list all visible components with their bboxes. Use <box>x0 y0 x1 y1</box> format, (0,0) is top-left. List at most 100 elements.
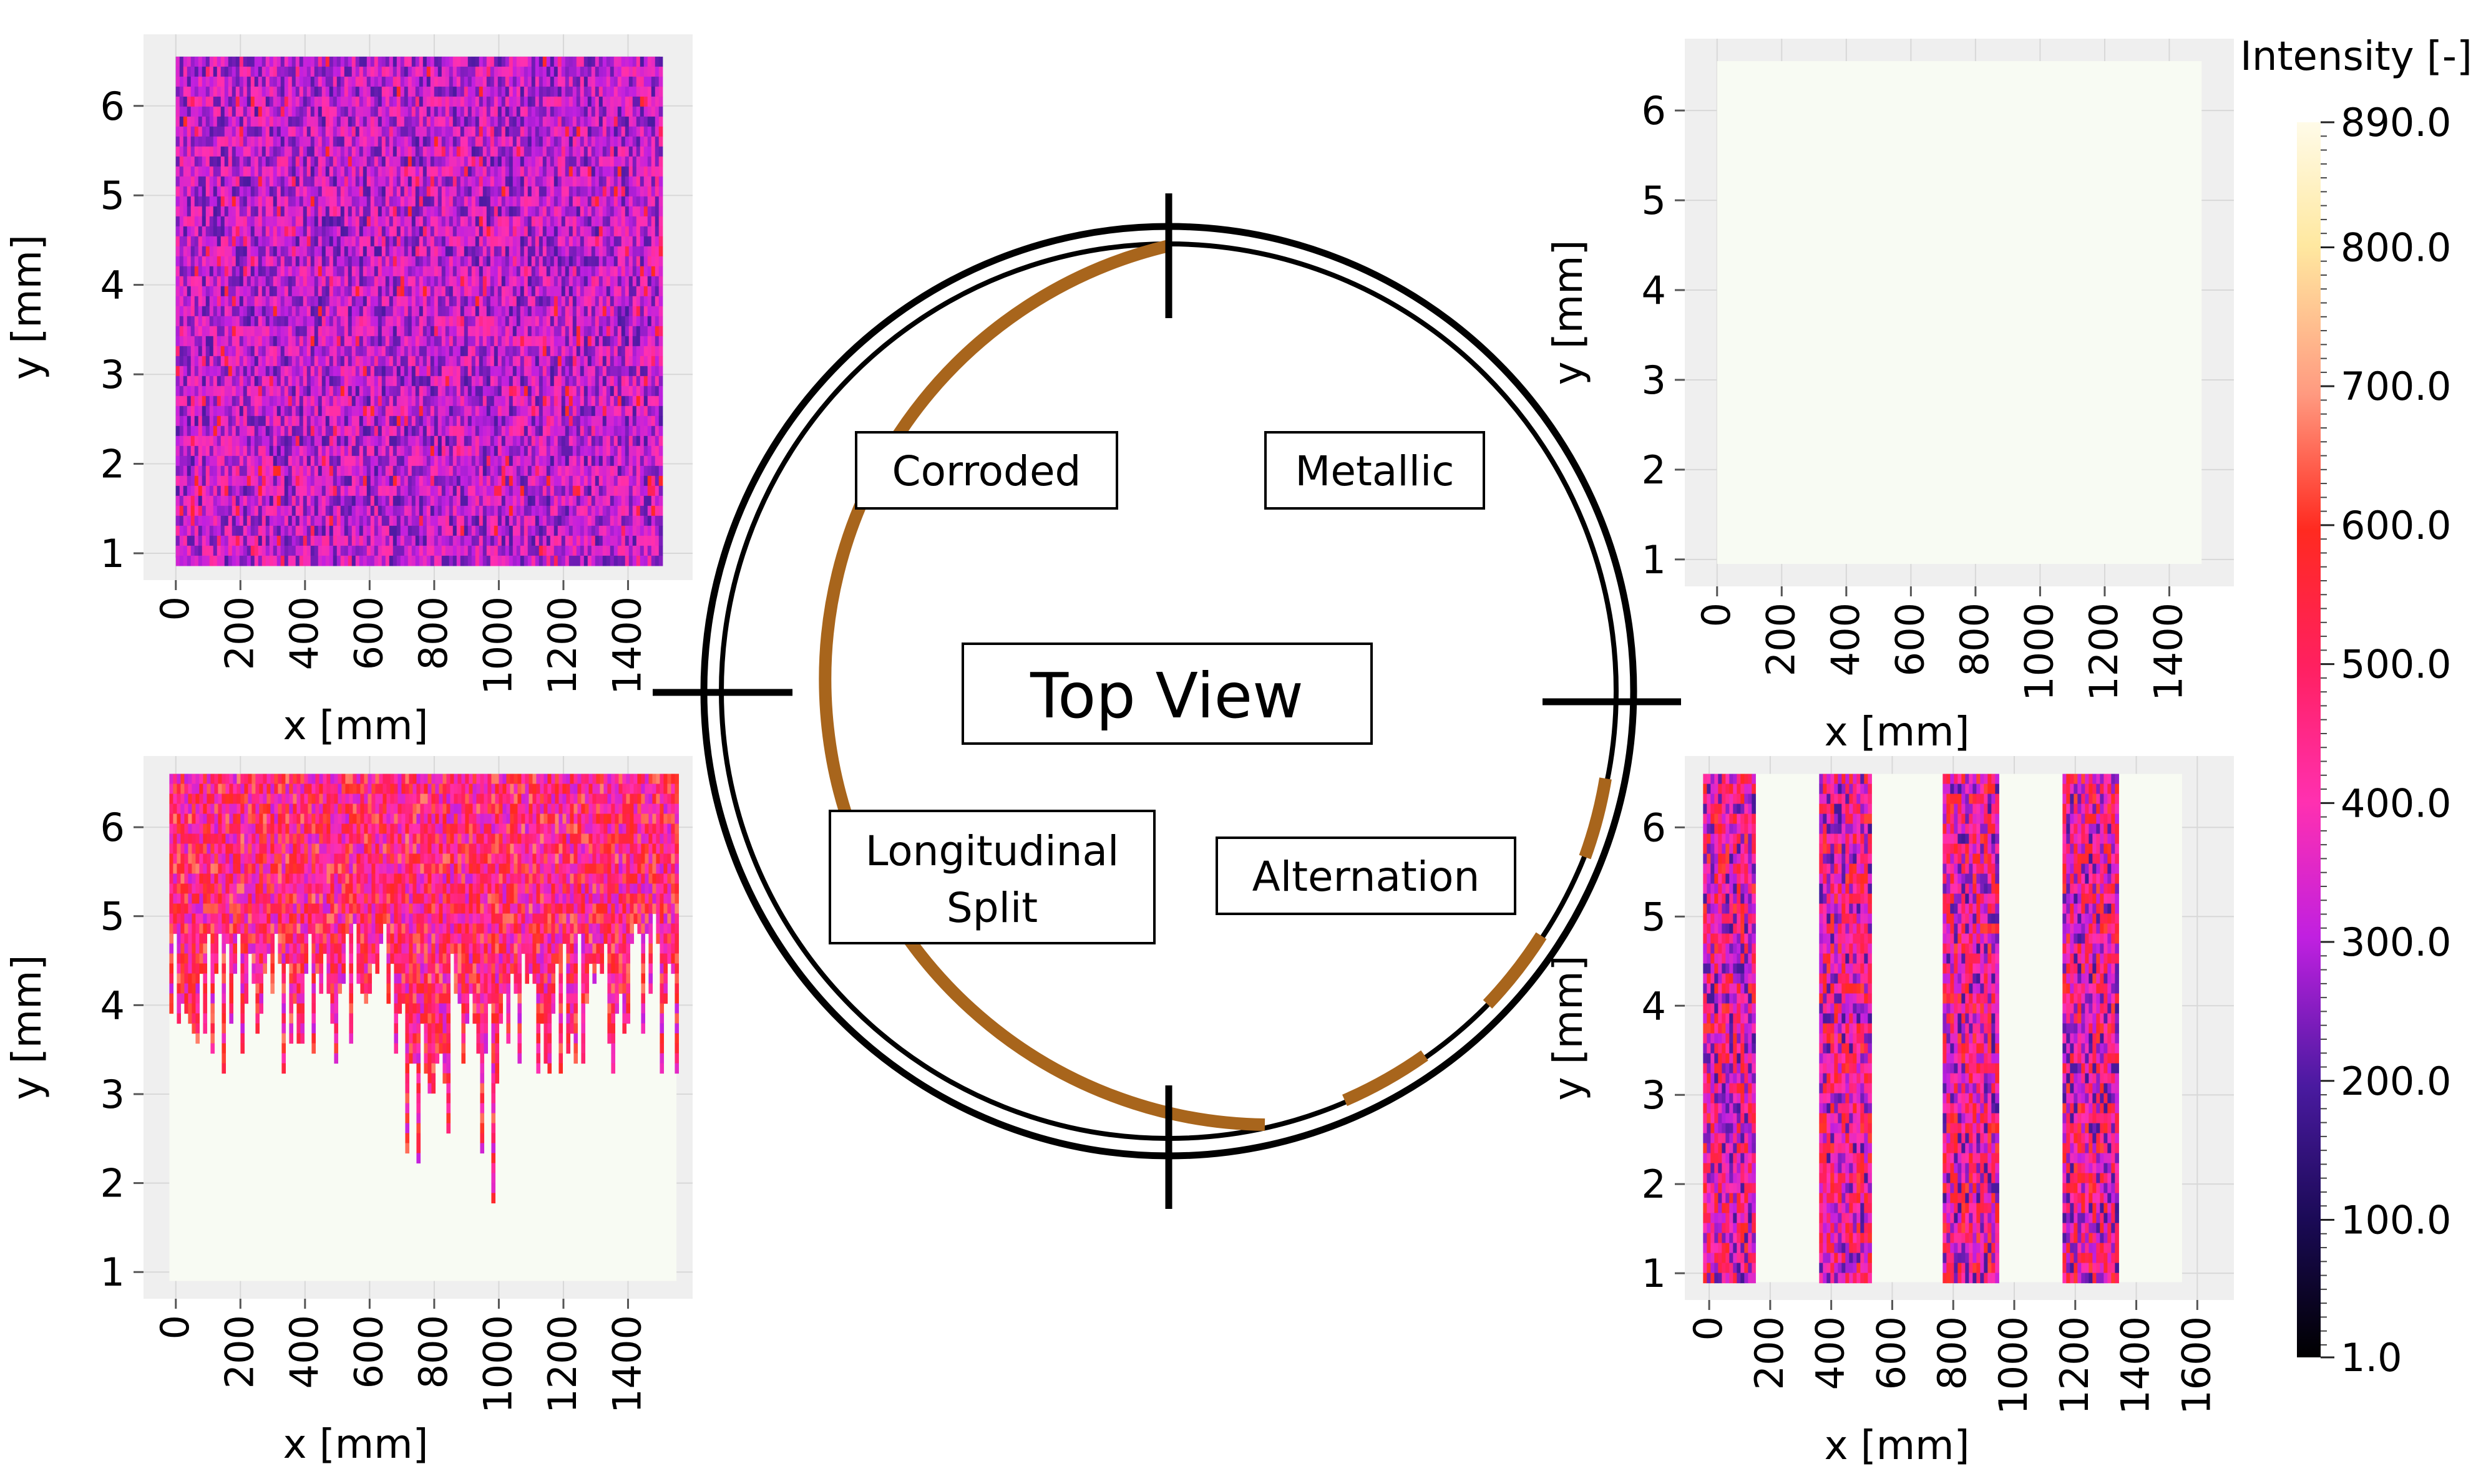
heatmap-cell <box>430 296 435 307</box>
heatmap-cell <box>392 166 397 177</box>
heatmap-cell <box>452 356 457 367</box>
heatmap-cell <box>348 485 353 497</box>
heatmap-cell <box>276 435 281 447</box>
heatmap-cell <box>276 405 281 417</box>
heatmap-cell <box>497 56 502 67</box>
heatmap-cell <box>198 236 203 247</box>
heatmap-cell <box>363 505 368 516</box>
heatmap-cell <box>400 395 405 407</box>
heatmap-cell <box>467 395 472 407</box>
heatmap-cell <box>520 296 525 307</box>
heatmap-cell <box>527 415 532 427</box>
heatmap-cell <box>235 336 240 347</box>
heatmap-cell <box>437 326 442 337</box>
heatmap-cell <box>306 515 311 526</box>
heatmap-cell <box>363 366 368 377</box>
heatmap-cell <box>288 465 293 477</box>
heatmap-cell <box>471 96 476 107</box>
heatmap-cell <box>183 256 188 267</box>
heatmap-cell <box>284 555 289 566</box>
heatmap-cell <box>479 525 484 536</box>
heatmap-cell <box>269 246 274 257</box>
heatmap-cell <box>228 485 233 497</box>
heatmap-cell <box>359 126 364 137</box>
heatmap-cell <box>415 455 420 467</box>
heatmap-cell <box>385 376 390 387</box>
heatmap-cell <box>250 505 255 516</box>
heatmap-cell <box>217 346 222 357</box>
heatmap-cell <box>269 226 274 237</box>
heatmap-cell <box>205 126 210 137</box>
heatmap-cell <box>494 405 499 417</box>
heatmap-cell <box>400 316 405 327</box>
heatmap-cell <box>460 485 465 497</box>
heatmap-cell <box>179 76 184 87</box>
heatmap-cell <box>467 76 472 87</box>
heatmap-cell <box>276 66 281 77</box>
heatmap-cell <box>494 386 499 397</box>
heatmap-cell <box>441 126 446 137</box>
heatmap-cell <box>232 276 236 287</box>
heatmap-cell <box>205 166 210 177</box>
heatmap-cell <box>392 415 397 427</box>
heatmap-cell <box>509 356 514 367</box>
heatmap-cell <box>220 386 225 397</box>
heatmap-cell <box>486 156 491 167</box>
heatmap-cell <box>482 86 487 97</box>
heatmap-cell <box>449 535 454 546</box>
heatmap-cell <box>295 395 300 407</box>
heatmap-cell <box>254 266 259 277</box>
heatmap-cell <box>512 465 517 477</box>
heatmap-cell <box>378 555 383 566</box>
heatmap-cell <box>490 266 495 277</box>
heatmap-cell <box>490 485 495 497</box>
heatmap-cell <box>374 236 379 247</box>
heatmap-cell <box>340 445 345 457</box>
heatmap-cell <box>276 326 281 337</box>
heatmap-cell <box>265 455 270 467</box>
heatmap-cell <box>303 356 308 367</box>
heatmap-cell <box>509 76 514 87</box>
heatmap-cell <box>246 555 251 566</box>
heatmap-cell <box>303 246 308 257</box>
heatmap-cell <box>505 545 510 556</box>
heatmap-cell <box>434 306 439 317</box>
heatmap-cell <box>261 176 266 187</box>
heatmap-cell <box>314 76 319 87</box>
heatmap-cell <box>501 376 506 387</box>
heatmap-cell <box>422 196 427 207</box>
heatmap-cell <box>250 166 255 177</box>
heatmap-cell <box>217 236 222 247</box>
heatmap-cell <box>310 216 315 227</box>
heatmap-cell <box>464 146 469 157</box>
heatmap-cell <box>250 336 255 347</box>
heatmap-cell <box>220 395 225 407</box>
heatmap-cell <box>456 96 461 107</box>
heatmap-cell <box>261 296 266 307</box>
heatmap-cell <box>340 286 345 297</box>
heatmap-cell <box>194 226 199 237</box>
heatmap-cell <box>426 445 431 457</box>
heatmap-cell <box>213 56 218 67</box>
heatmap-cell <box>359 356 364 367</box>
heatmap-cell <box>501 425 506 437</box>
heatmap-cell <box>310 266 315 277</box>
heatmap-cell <box>441 415 446 427</box>
heatmap-cell <box>306 386 311 397</box>
heatmap-cell <box>415 286 420 297</box>
heatmap-cell <box>284 86 289 97</box>
heatmap-cell <box>460 296 465 307</box>
heatmap-cell <box>348 465 353 477</box>
heatmap-cell <box>422 455 427 467</box>
heatmap-cell <box>509 276 514 287</box>
heatmap-cell <box>187 346 192 357</box>
heatmap-cell <box>494 176 499 187</box>
heatmap-cell <box>449 525 454 536</box>
heatmap-cell <box>194 136 199 147</box>
heatmap-cell <box>392 525 397 536</box>
heatmap-cell <box>299 336 304 347</box>
heatmap-cell <box>456 386 461 397</box>
heatmap-cell <box>396 246 401 257</box>
heatmap-cell <box>336 495 341 507</box>
heatmap-cell <box>381 555 386 566</box>
